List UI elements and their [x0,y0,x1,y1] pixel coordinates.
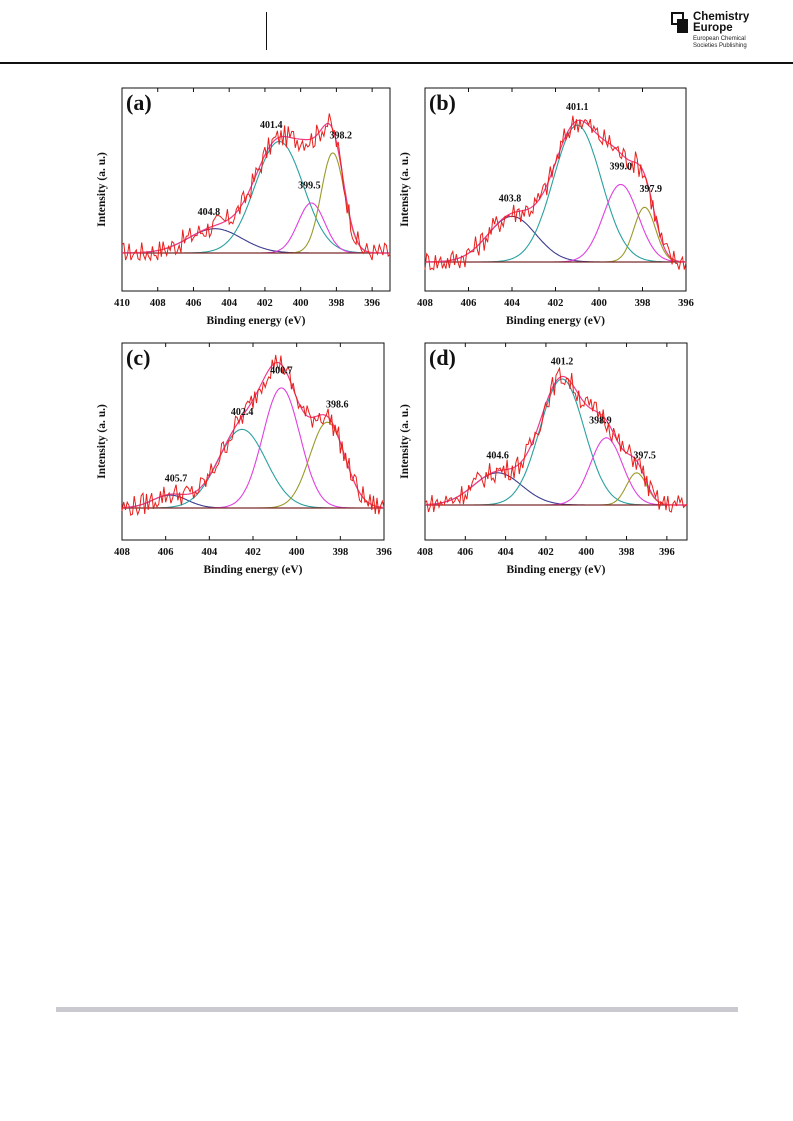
peak-label: 402.4 [231,407,254,418]
peak-label: 399.5 [298,180,321,191]
x-tick-label: 408 [150,298,166,309]
x-tick-label: 406 [186,298,202,309]
plot-frame [121,87,391,292]
logo-subtitle: European Chemical Societies Publishing [693,36,747,49]
x-tick-label: 398 [329,298,345,309]
x-tick-label: 398 [635,298,651,309]
x-axis-label: Binding energy (eV) [506,564,605,576]
header-rule [0,62,793,64]
peak-label: 403.8 [499,193,522,204]
peak-label: 401.1 [566,102,589,113]
x-axis-label: Binding energy (eV) [506,315,605,327]
experimental-spectrum [424,366,688,513]
x-tick-label: 404 [221,298,238,309]
x-tick-label: 406 [457,547,473,558]
x-tick-label: 400 [289,547,305,558]
x-tick-label: 408 [417,547,433,558]
x-tick-label: 400 [591,298,607,309]
chart-panel: 404.6 401.2 398.9 397.5 408 406 404 402 400 398 39… [399,342,688,576]
x-tick-label: 398 [332,547,348,558]
x-tick-label: 400 [293,298,309,309]
chart-panel: 405.7 402.4 400.7 398.6 408 406 404 402 400 398 39… [96,342,392,576]
x-tick-label: 404 [498,547,515,558]
x-tick-label: 402 [257,298,273,309]
logo-title: Chemistry Europe [693,11,750,34]
fit-peak-401-4 [122,140,390,254]
x-tick-label: 408 [417,298,433,309]
publisher-logo[interactable]: Chemistry Europe European Chemical Socie… [671,11,781,56]
peak-label: 400.7 [270,365,293,376]
x-axis-label: Binding energy (eV) [203,564,302,576]
x-tick-label: 396 [376,547,392,558]
panel-label: (a) [126,90,152,115]
fit-peak-398-9 [425,437,687,506]
peak-label: 397.9 [639,184,662,195]
experimental-spectrum [121,113,391,262]
chart-panel: 404.8 401.4 399.5 398.2 410 408 406 404 402 400 39… [96,87,391,327]
panel-label: (b) [429,90,456,115]
x-tick-label: 404 [201,547,218,558]
panel-label: (d) [429,345,456,370]
x-tick-label: 406 [461,298,477,309]
x-tick-label: 396 [364,298,380,309]
x-axis-label: Binding energy (eV) [206,315,305,327]
fit-envelope [122,122,390,254]
x-tick-label: 410 [114,298,130,309]
peak-label: 398.9 [589,415,612,426]
chart-panel: 403.8 401.1 399.0 397.9 408 406 404 402 400 398 39… [399,87,694,327]
experimental-spectrum [121,354,385,517]
x-tick-label: 408 [114,547,130,558]
peak-label: 404.6 [486,450,509,461]
y-axis-label: Intensity (a. u.) [96,404,108,479]
y-axis-label: Intensity (a. u.) [96,152,108,227]
peak-label: 399.0 [610,161,633,172]
page-header: Chemistry Europe European Chemical Socie… [0,0,793,66]
fit-peak-399-0 [425,183,686,263]
peak-label: 401.4 [260,120,283,131]
x-tick-label: 402 [538,547,554,558]
x-tick-label: 398 [619,547,635,558]
peak-label: 401.2 [551,357,574,368]
x-tick-label: 404 [504,298,521,309]
peak-label: 398.2 [330,130,353,141]
peak-label: 397.5 [633,450,656,461]
header-divider [266,12,267,50]
x-tick-label: 400 [578,547,594,558]
x-tick-label: 402 [245,547,261,558]
fit-envelope [122,361,385,509]
x-tick-label: 402 [548,298,564,309]
x-tick-label: 396 [659,547,675,558]
experimental-spectrum [424,115,687,271]
logo-mark-icon [671,12,688,33]
y-axis-label: Intensity (a. u.) [399,404,411,479]
x-tick-label: 396 [678,298,694,309]
plot-frame [424,342,688,541]
x-tick-label: 406 [158,547,174,558]
panel-label: (c) [126,345,150,370]
y-axis-label: Intensity (a. u.) [399,152,411,227]
peak-label: 405.7 [165,474,188,485]
plot-frame [121,342,385,541]
peak-label: 398.6 [326,400,349,411]
peak-label: 404.8 [198,207,221,218]
page-footer-bar [56,1007,738,1012]
